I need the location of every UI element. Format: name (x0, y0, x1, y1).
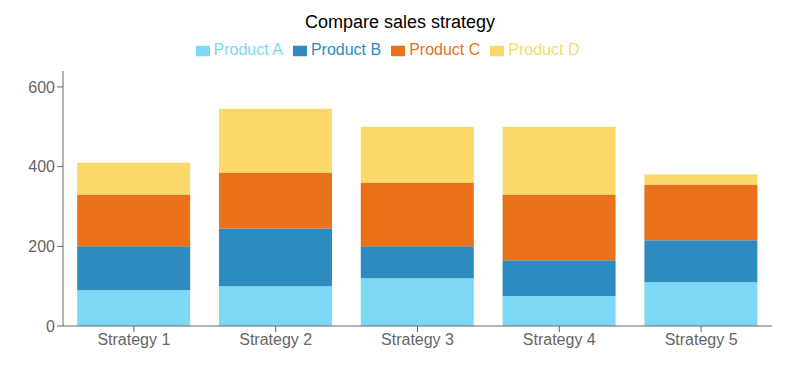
svg-text:600: 600 (28, 79, 55, 96)
svg-text:200: 200 (28, 238, 55, 255)
svg-text:0: 0 (46, 318, 55, 335)
svg-text:400: 400 (28, 158, 55, 175)
html-text:Product B: Product B (310, 41, 382, 58)
svg-text:Strategy 1: Strategy 1 (97, 331, 170, 348)
html-text:Product C: Product C (409, 41, 481, 58)
svg-text:Strategy 5: Strategy 5 (665, 331, 738, 348)
html-text:Compare sales strategy: Compare sales strategy (305, 12, 495, 32)
svg-text:Strategy 3: Strategy 3 (381, 331, 454, 348)
html-text:Product A: Product A (213, 41, 283, 58)
svg-text:Strategy 2: Strategy 2 (239, 331, 312, 348)
html-text:Product D: Product D (508, 41, 580, 58)
svg-text:Strategy 4: Strategy 4 (523, 331, 596, 348)
